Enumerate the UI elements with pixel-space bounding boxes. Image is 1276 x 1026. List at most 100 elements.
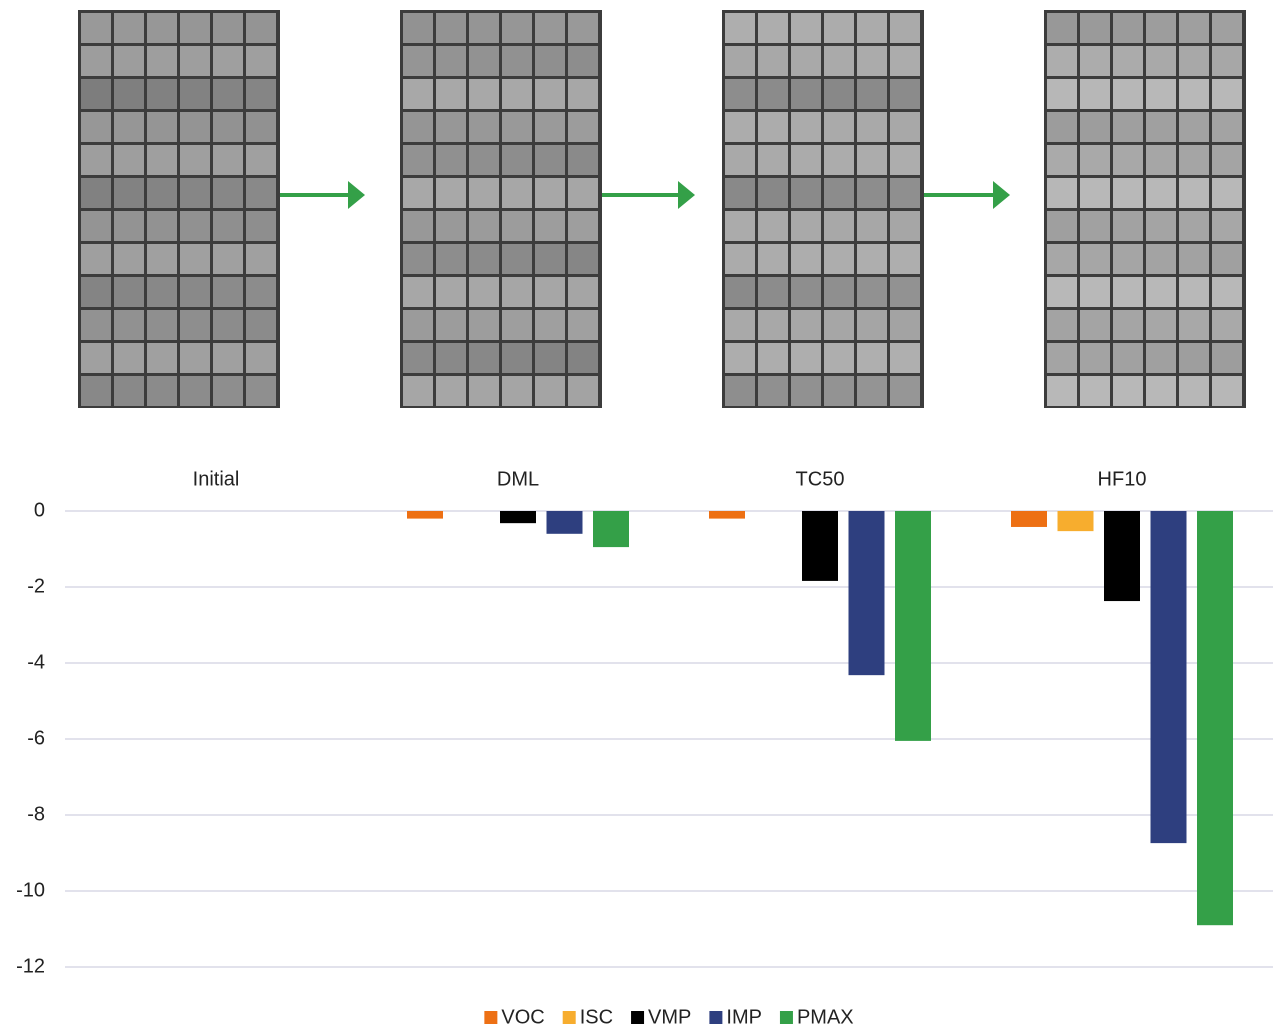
cell	[1113, 277, 1143, 307]
cell	[1080, 310, 1110, 340]
cell	[246, 376, 276, 406]
cell	[791, 211, 821, 241]
legend-item: VOC	[484, 1006, 545, 1026]
cell	[180, 178, 210, 208]
cell	[1179, 112, 1209, 142]
cell	[81, 376, 111, 406]
cell	[1113, 244, 1143, 274]
cell	[502, 310, 532, 340]
cell	[857, 310, 887, 340]
cell	[502, 46, 532, 76]
cell	[1212, 46, 1242, 76]
cell	[1113, 13, 1143, 43]
cell	[890, 145, 920, 175]
cell	[758, 277, 788, 307]
bar	[895, 511, 931, 741]
cell	[1080, 145, 1110, 175]
cell	[213, 211, 243, 241]
cell	[1212, 310, 1242, 340]
cell	[725, 310, 755, 340]
cell	[791, 343, 821, 373]
cell	[1047, 178, 1077, 208]
cell	[568, 13, 598, 43]
cell	[246, 112, 276, 142]
cell	[1212, 211, 1242, 241]
cell	[857, 13, 887, 43]
cell	[568, 178, 598, 208]
cell	[213, 178, 243, 208]
legend-item: IMP	[709, 1006, 762, 1026]
cell	[791, 310, 821, 340]
cell	[81, 178, 111, 208]
legend-swatch	[779, 1011, 793, 1024]
cell	[147, 211, 177, 241]
cell	[568, 277, 598, 307]
cell	[180, 343, 210, 373]
legend-label: ISC	[580, 1006, 613, 1026]
cell	[469, 112, 499, 142]
cell	[535, 13, 565, 43]
cell	[81, 244, 111, 274]
cell	[725, 244, 755, 274]
cell	[180, 277, 210, 307]
cell	[469, 178, 499, 208]
cell	[213, 376, 243, 406]
cell	[725, 343, 755, 373]
cell	[1080, 79, 1110, 109]
cell	[469, 79, 499, 109]
cell	[147, 112, 177, 142]
cell	[1047, 244, 1077, 274]
cell	[1113, 145, 1143, 175]
cell	[535, 79, 565, 109]
cell	[1047, 145, 1077, 175]
cell	[758, 244, 788, 274]
bar	[1197, 511, 1233, 926]
legend-swatch	[484, 1011, 498, 1024]
cell	[436, 310, 466, 340]
arrow-head	[348, 181, 365, 209]
cell	[1212, 13, 1242, 43]
cell	[469, 310, 499, 340]
cell	[180, 46, 210, 76]
bar	[407, 511, 443, 519]
cell	[890, 277, 920, 307]
cell	[725, 178, 755, 208]
cell	[824, 310, 854, 340]
cell	[502, 376, 532, 406]
cell	[1080, 376, 1110, 406]
cell	[246, 277, 276, 307]
cell	[469, 211, 499, 241]
cell	[1113, 46, 1143, 76]
cell	[890, 244, 920, 274]
cell	[725, 145, 755, 175]
cell	[147, 244, 177, 274]
cell	[403, 310, 433, 340]
y-tick-label: -10	[16, 879, 45, 901]
cell	[1047, 343, 1077, 373]
cell	[535, 376, 565, 406]
cell	[81, 310, 111, 340]
cell	[81, 79, 111, 109]
cell	[568, 46, 598, 76]
legend-label: VMP	[648, 1006, 691, 1026]
bar	[1057, 511, 1094, 532]
cell	[824, 376, 854, 406]
cell	[436, 13, 466, 43]
cell	[535, 145, 565, 175]
cell	[1080, 178, 1110, 208]
cell	[1113, 178, 1143, 208]
bar	[1104, 511, 1140, 602]
cell	[725, 112, 755, 142]
legend-swatch	[709, 1011, 723, 1024]
legend-swatch	[631, 1011, 645, 1024]
cell	[791, 13, 821, 43]
cell	[180, 112, 210, 142]
cell	[857, 376, 887, 406]
x-tick-label: DML	[497, 468, 539, 490]
cell	[81, 277, 111, 307]
cell	[147, 145, 177, 175]
cell	[824, 145, 854, 175]
cell	[1080, 46, 1110, 76]
cell	[81, 145, 111, 175]
cell	[180, 13, 210, 43]
